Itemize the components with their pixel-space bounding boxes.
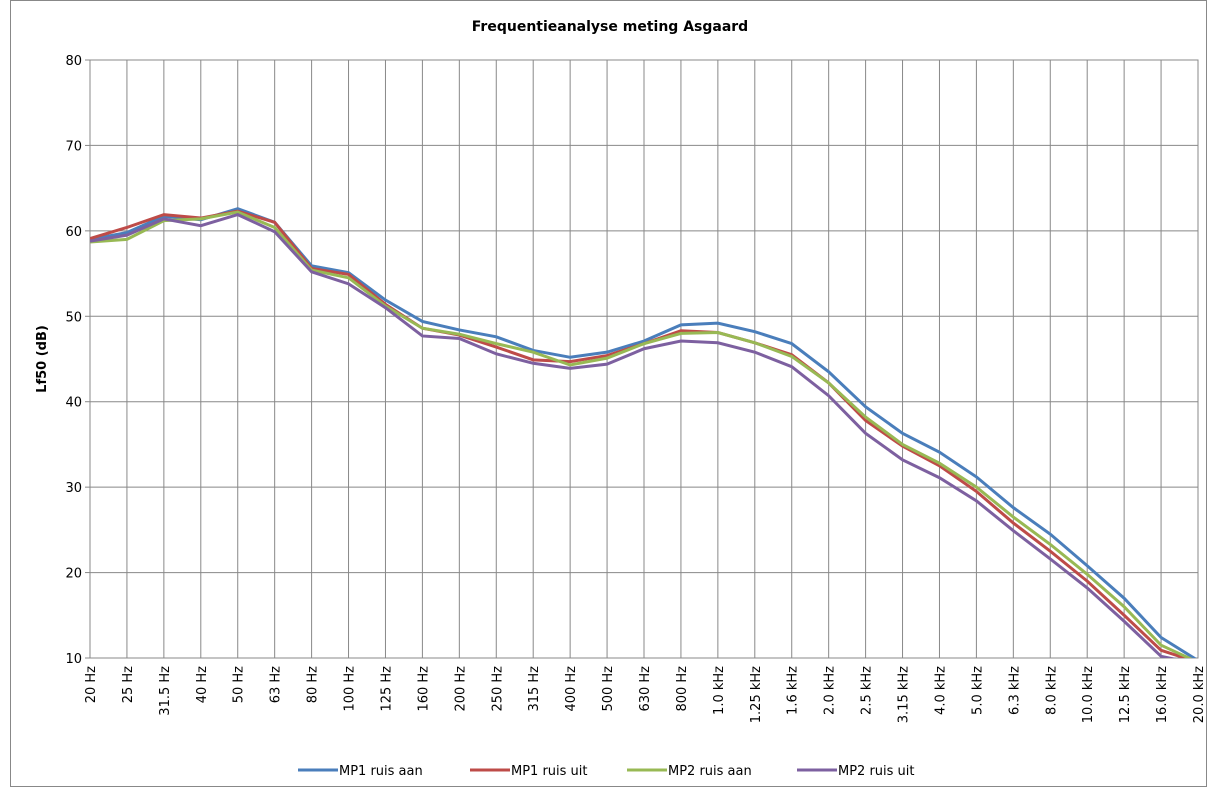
series-line	[90, 210, 1193, 658]
y-tick-label: 50	[65, 310, 82, 325]
x-tick-label: 400 Hz	[564, 666, 579, 712]
chart-border	[10, 0, 1207, 787]
x-tick-label: 50 Hz	[232, 666, 247, 703]
x-tick-label: 160 Hz	[416, 666, 431, 712]
x-tick-label: 8.0 kHz	[1044, 666, 1059, 715]
x-tick-label: 12.5 kHz	[1118, 666, 1133, 723]
x-tick-label: 40 Hz	[195, 666, 210, 703]
x-tick-label: 63 Hz	[269, 666, 284, 703]
x-tick-label: 125 Hz	[379, 666, 394, 712]
x-tick-label: 80 Hz	[306, 666, 321, 703]
legend-label: MP2 ruis aan	[668, 764, 752, 779]
x-tick-label: 2.0 kHz	[823, 666, 838, 715]
y-tick-label: 70	[65, 139, 82, 154]
x-tick-label: 20 Hz	[84, 666, 99, 703]
x-tick-label: 6.3 kHz	[1007, 666, 1022, 715]
x-tick-label: 200 Hz	[453, 666, 468, 712]
y-tick-label: 30	[65, 481, 82, 496]
y-tick-label: 60	[65, 225, 82, 240]
x-tick-label: 25 Hz	[121, 666, 136, 703]
plot-border	[89, 59, 1199, 659]
x-tick-label: 630 Hz	[638, 666, 653, 712]
x-tick-label: 315 Hz	[527, 666, 542, 712]
x-tick-label: 2.5 kHz	[860, 666, 875, 715]
x-tick-label: 100 Hz	[343, 666, 358, 712]
x-tick-label: 10.0 kHz	[1081, 666, 1096, 723]
y-tick-label: 40	[65, 396, 82, 411]
y-axis-label: Lf50 (dB)	[35, 325, 50, 393]
x-tick-label: 800 Hz	[675, 666, 690, 712]
x-tick-label: 250 Hz	[490, 666, 505, 712]
y-tick-label: 20	[65, 567, 82, 582]
x-tick-label: 500 Hz	[601, 666, 616, 712]
x-tick-label: 5.0 kHz	[970, 666, 985, 715]
x-tick-label: 1.25 kHz	[749, 666, 764, 723]
x-tick-label: 4.0 kHz	[933, 666, 948, 715]
series-line	[90, 213, 1177, 658]
y-tick-label: 80	[65, 54, 82, 69]
chart-title: Frequentieanalyse meting Asgaard	[472, 19, 748, 35]
x-tick-label: 16.0 kHz	[1155, 666, 1170, 723]
legend-label: MP2 ruis uit	[838, 764, 915, 779]
y-tick-label: 10	[65, 652, 82, 667]
x-tick-label: 1.0 kHz	[712, 666, 727, 715]
x-tick-label: 31.5 Hz	[158, 666, 173, 716]
legend-label: MP1 ruis aan	[339, 764, 423, 779]
x-tick-label: 3.15 kHz	[897, 666, 912, 723]
x-tick-label: 1.6 kHz	[786, 666, 801, 715]
legend-label: MP1 ruis uit	[511, 764, 588, 779]
x-tick-label: 20.0 kHz	[1192, 666, 1207, 723]
